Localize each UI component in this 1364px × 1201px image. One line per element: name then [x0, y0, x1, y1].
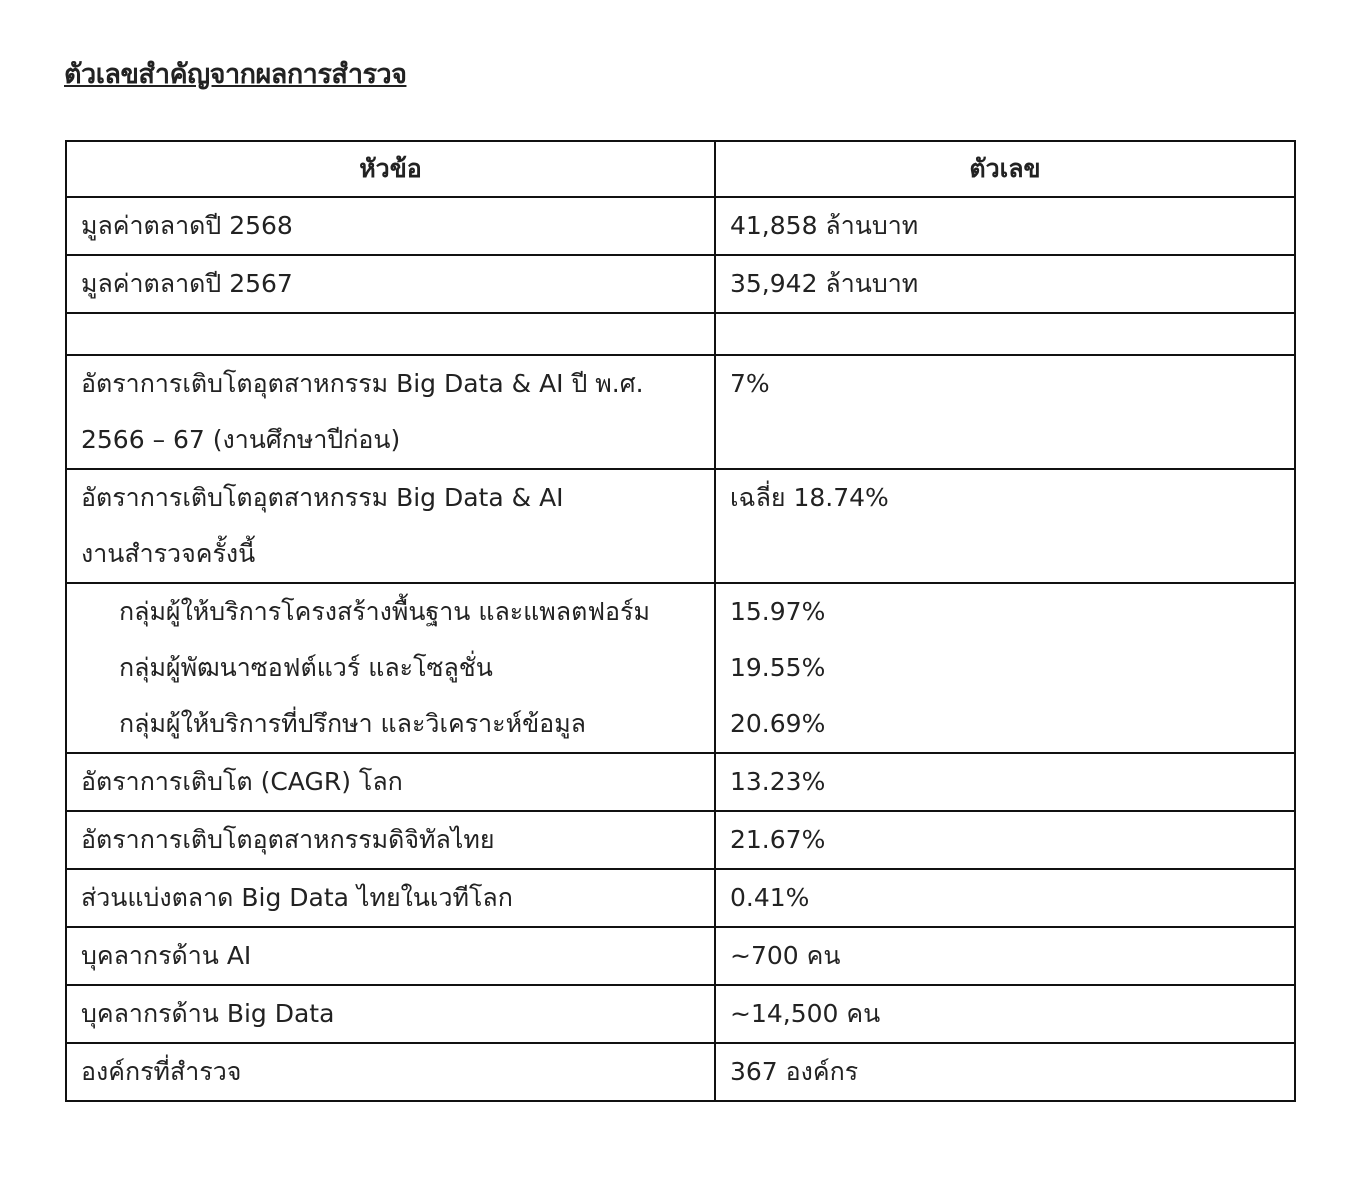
value-text: 0.41% — [730, 883, 810, 912]
topic-cell: อัตราการเติบโต (CAGR) โลก — [65, 752, 716, 812]
topic-cell: องค์กรที่สำรวจ — [65, 1042, 716, 1102]
value-cell: 13.23% — [714, 752, 1296, 812]
topic-cell: มูลค่าตลาดปี 2567 — [65, 254, 716, 314]
topic-text: มูลค่าตลาดปี 2568 — [81, 211, 293, 240]
table-row: อัตราการเติบโตอุตสาหกรรม Big Data & AI งา… — [65, 468, 1296, 584]
value-text: ~14,500 คน — [730, 999, 881, 1028]
topic-cell — [65, 312, 716, 356]
topic-cell: กลุ่มผู้ให้บริการโครงสร้างพื้นฐาน และแพล… — [65, 582, 716, 754]
value-text: ~700 คน — [730, 941, 841, 970]
topic-text: กลุ่มผู้พัฒนาซอฟต์แวร์ และโซลูชั่น — [119, 653, 493, 682]
value-cell: 35,942 ล้านบาท — [714, 254, 1296, 314]
table-row: ส่วนแบ่งตลาด Big Data ไทยในเวทีโลก 0.41% — [65, 868, 1296, 928]
topic-text: อัตราการเติบโตอุตสาหกรรมดิจิทัลไทย — [81, 825, 495, 854]
value-text: 7% — [730, 369, 770, 398]
value-cell: ~700 คน — [714, 926, 1296, 986]
value-cell: 21.67% — [714, 810, 1296, 870]
value-cell — [714, 312, 1296, 356]
value-text: 41,858 ล้านบาท — [730, 211, 919, 240]
value-text: 367 องค์กร — [730, 1057, 859, 1086]
key-figures-table: หัวข้อ ตัวเลข มูลค่าตลาดปี 2568 41,858 ล้… — [65, 140, 1296, 1102]
topic-text: องค์กรที่สำรวจ — [81, 1057, 242, 1086]
topic-cell: อัตราการเติบโตอุตสาหกรรม Big Data & AI ป… — [65, 354, 716, 470]
header-value: ตัวเลข — [714, 140, 1296, 198]
topic-text: บุคลากรด้าน AI — [81, 941, 252, 970]
value-text: 20.69% — [730, 709, 826, 738]
table-row: บุคลากรด้าน AI ~700 คน — [65, 926, 1296, 986]
topic-text: บุคลากรด้าน Big Data — [81, 999, 335, 1028]
value-cell: 41,858 ล้านบาท — [714, 196, 1296, 256]
value-cell: 7% — [714, 354, 1296, 470]
topic-text: กลุ่มผู้ให้บริการที่ปรึกษา และวิเคราะห์ข… — [119, 709, 586, 738]
value-text: เฉลี่ย 18.74% — [730, 483, 889, 512]
value-cell: 0.41% — [714, 868, 1296, 928]
topic-cell: มูลค่าตลาดปี 2568 — [65, 196, 716, 256]
table-header-row: หัวข้อ ตัวเลข — [65, 140, 1296, 198]
table-row: บุคลากรด้าน Big Data ~14,500 คน — [65, 984, 1296, 1044]
table-row: มูลค่าตลาดปี 2567 35,942 ล้านบาท — [65, 254, 1296, 314]
value-text: 13.23% — [730, 767, 826, 796]
table-row: อัตราการเติบโต (CAGR) โลก 13.23% — [65, 752, 1296, 812]
value-text: 15.97% — [730, 597, 826, 626]
topic-text: งานสำรวจครั้งนี้ — [81, 539, 256, 568]
table-row: อัตราการเติบโตอุตสาหกรรม Big Data & AI ป… — [65, 354, 1296, 470]
table-row: อัตราการเติบโตอุตสาหกรรมดิจิทัลไทย 21.67% — [65, 810, 1296, 870]
topic-text: อัตราการเติบโตอุตสาหกรรม Big Data & AI — [81, 483, 564, 512]
table-row — [65, 312, 1296, 356]
topic-text: มูลค่าตลาดปี 2567 — [81, 269, 293, 298]
table-row: กลุ่มผู้ให้บริการโครงสร้างพื้นฐาน และแพล… — [65, 582, 1296, 754]
value-text: 19.55% — [730, 653, 826, 682]
document-title: ตัวเลขสำคัญจากผลการสำรวจ — [64, 59, 407, 90]
topic-cell: บุคลากรด้าน AI — [65, 926, 716, 986]
value-cell: ~14,500 คน — [714, 984, 1296, 1044]
topic-cell: บุคลากรด้าน Big Data — [65, 984, 716, 1044]
table-row: มูลค่าตลาดปี 2568 41,858 ล้านบาท — [65, 196, 1296, 256]
value-text: 21.67% — [730, 825, 826, 854]
topic-cell: อัตราการเติบโตอุตสาหกรรม Big Data & AI งา… — [65, 468, 716, 584]
topic-cell: อัตราการเติบโตอุตสาหกรรมดิจิทัลไทย — [65, 810, 716, 870]
topic-text: ส่วนแบ่งตลาด Big Data ไทยในเวทีโลก — [81, 883, 513, 912]
value-cell: เฉลี่ย 18.74% — [714, 468, 1296, 584]
topic-text: อัตราการเติบโต (CAGR) โลก — [81, 767, 403, 796]
topic-text: กลุ่มผู้ให้บริการโครงสร้างพื้นฐาน และแพล… — [119, 597, 650, 626]
table-row: องค์กรที่สำรวจ 367 องค์กร — [65, 1042, 1296, 1102]
topic-cell: ส่วนแบ่งตลาด Big Data ไทยในเวทีโลก — [65, 868, 716, 928]
topic-text: 2566 – 67 (งานศึกษาปีก่อน) — [81, 425, 401, 454]
value-text: 35,942 ล้านบาท — [730, 269, 919, 298]
value-cell: 15.97% 19.55% 20.69% — [714, 582, 1296, 754]
value-cell: 367 องค์กร — [714, 1042, 1296, 1102]
topic-text: อัตราการเติบโตอุตสาหกรรม Big Data & AI ป… — [81, 369, 644, 398]
header-topic: หัวข้อ — [65, 140, 716, 198]
